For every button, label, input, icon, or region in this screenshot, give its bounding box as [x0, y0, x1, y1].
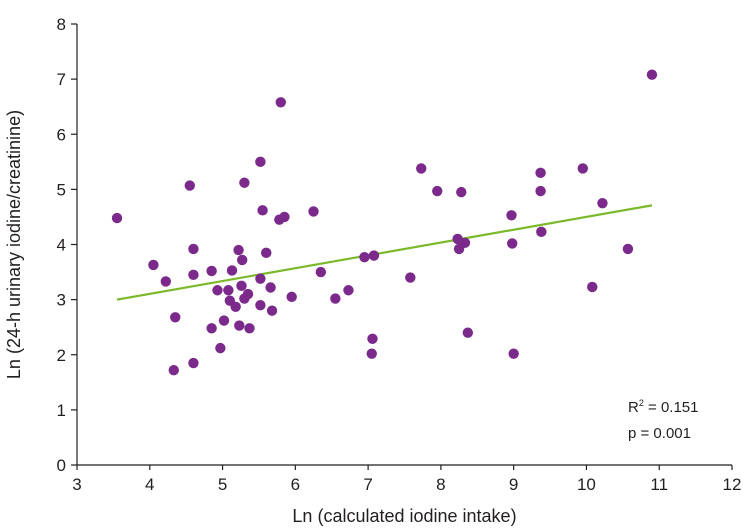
data-point: [577, 163, 589, 174]
x-axis-title: Ln (calculated iodine intake): [292, 506, 516, 526]
y-tick-label: 1: [57, 401, 66, 420]
y-axis-title: Ln (24-h urinary iodine/creatinine): [4, 110, 24, 379]
y-tick-label: 3: [57, 291, 66, 310]
data-point: [265, 282, 276, 293]
x-tick-label: 6: [291, 475, 300, 494]
trendline-layer: [116, 204, 653, 301]
data-point: [188, 357, 199, 369]
y-tick-label: 8: [57, 15, 66, 34]
data-point: [239, 177, 250, 188]
data-point: [587, 281, 598, 293]
x-tick-label: 5: [218, 475, 227, 494]
x-tick-label: 10: [577, 475, 596, 494]
data-point: [237, 254, 248, 266]
data-point: [226, 265, 238, 276]
data-point: [218, 315, 230, 326]
data-point: [315, 266, 327, 278]
y-tick-label: 7: [57, 70, 66, 89]
data-point: [230, 301, 241, 312]
data-point: [459, 237, 471, 249]
data-point: [646, 69, 658, 80]
y-tick-label: 6: [57, 125, 66, 144]
p-value-annotation: p = 0.001: [628, 425, 691, 442]
x-tick-label: 9: [509, 475, 518, 494]
r-squared-label: R: [628, 399, 639, 416]
data-point: [367, 333, 378, 344]
data-point: [242, 288, 254, 300]
data-point: [506, 210, 517, 221]
data-point: [111, 212, 123, 224]
x-tick-label: 7: [363, 475, 372, 494]
data-point: [215, 342, 226, 354]
data-point: [236, 280, 247, 292]
data-point: [160, 276, 171, 287]
data-point: [206, 265, 217, 277]
r-squared-value: = 0.151: [644, 399, 699, 416]
data-point: [261, 247, 272, 258]
data-point: [366, 348, 377, 359]
x-tick-label: 3: [72, 475, 81, 494]
data-point: [275, 97, 286, 108]
data-point: [359, 251, 370, 263]
data-point: [170, 312, 181, 323]
y-tick-label: 0: [57, 456, 66, 475]
data-point: [507, 238, 518, 249]
data-point: [462, 327, 474, 338]
data-point: [212, 285, 223, 296]
data-point: [405, 272, 416, 283]
data-point: [223, 285, 234, 296]
data-point: [368, 250, 380, 261]
data-point: [508, 348, 519, 359]
data-point: [279, 211, 290, 223]
regression-line: [116, 204, 653, 301]
r-squared-superscript: 2: [639, 398, 644, 408]
data-point: [257, 205, 268, 216]
data-point: [286, 291, 297, 303]
data-point: [188, 269, 199, 281]
data-point: [416, 163, 427, 174]
data-point: [255, 273, 266, 284]
data-point: [535, 167, 546, 179]
x-tick-label: 4: [145, 475, 154, 494]
data-point: [255, 156, 266, 168]
data-point: [622, 243, 634, 255]
data-point: [244, 323, 255, 334]
data-point: [233, 244, 244, 256]
r-squared-annotation: R2 = 0.151: [628, 398, 699, 416]
x-tick-label: 12: [723, 475, 742, 494]
data-point: [597, 197, 608, 209]
data-point: [168, 364, 179, 376]
data-point: [234, 320, 245, 331]
y-tick-label: 5: [57, 180, 66, 199]
data-point: [255, 299, 266, 311]
data-point: [308, 206, 319, 217]
data-point: [343, 285, 354, 296]
points-layer: [111, 69, 658, 376]
y-tick-label: 2: [57, 346, 66, 365]
x-tick-label: 8: [436, 475, 445, 494]
data-point: [206, 323, 217, 334]
x-tick-label: 11: [650, 475, 668, 494]
data-point: [148, 259, 159, 271]
data-point: [188, 243, 199, 255]
y-tick-label: 4: [57, 236, 66, 255]
data-point: [456, 186, 467, 198]
data-point: [432, 185, 443, 197]
data-point: [535, 185, 546, 197]
data-point: [266, 305, 278, 316]
data-point: [184, 180, 196, 191]
data-point: [330, 293, 341, 304]
data-point: [536, 226, 547, 238]
